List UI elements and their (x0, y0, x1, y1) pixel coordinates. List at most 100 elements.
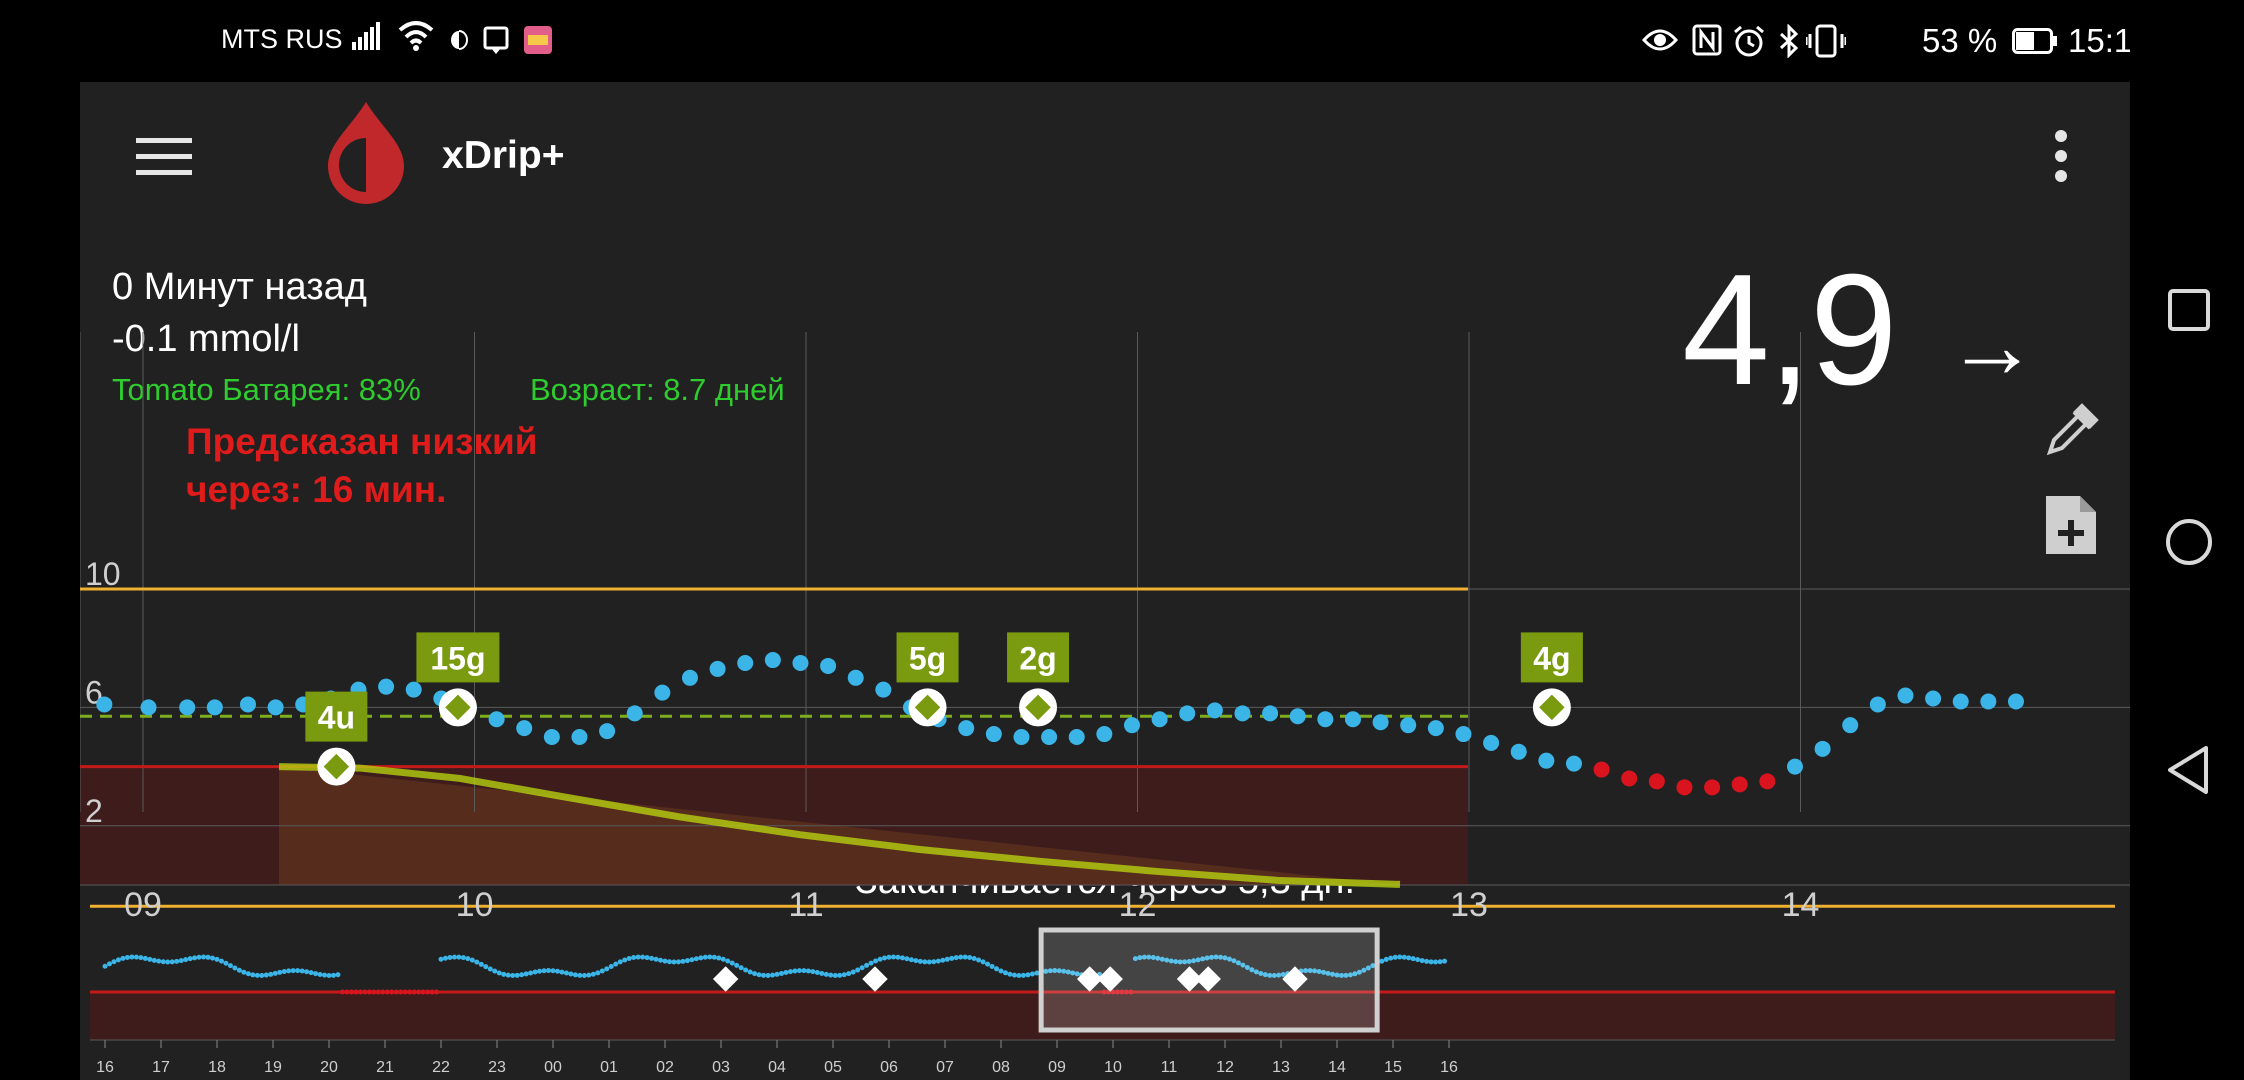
overview-bg-point (402, 989, 408, 995)
bg-reading-point (1731, 776, 1748, 793)
eyedropper-icon[interactable] (2044, 400, 2102, 458)
overview-bg-point (259, 972, 265, 978)
overview-treatment-marker (712, 966, 739, 992)
bg-reading-point (1842, 717, 1859, 734)
overview-bg-point (281, 969, 287, 975)
overview-bg-point (245, 971, 251, 977)
bg-reading-point (179, 699, 196, 716)
overview-bg-point (174, 958, 180, 964)
overview-bg-point (492, 968, 498, 974)
overview-bg-point (169, 959, 175, 965)
status-bar: MTS RUS 53 % 15:14 (80, 0, 2151, 82)
note-add-icon[interactable] (2044, 494, 2098, 556)
overview-bg-point (196, 954, 202, 960)
overview-bg-point (393, 989, 399, 995)
overview-bg-point (537, 968, 543, 974)
bg-reading-point (378, 678, 395, 695)
more-vert-icon[interactable] (2054, 128, 2068, 184)
eye-icon (1642, 29, 1678, 51)
bg-reading-point (1179, 705, 1196, 722)
overview-bg-point (1226, 956, 1232, 962)
overview-chart[interactable]: 16 17 18 19 20 21 22 23 00 01 02 03 04 05 06 07 08 09 10 11… (80, 900, 2130, 1080)
treatment-label: 15g (430, 640, 485, 676)
overview-bg-point (886, 954, 892, 960)
bg-reading-point (985, 726, 1002, 743)
hamburger-menu-icon[interactable] (136, 134, 192, 178)
overview-bg-point (904, 956, 910, 962)
bg-reading-point (1510, 743, 1527, 760)
overview-x-tick-label: 22 (432, 1059, 450, 1076)
overview-bg-point (528, 970, 534, 976)
bg-reading-point (820, 657, 837, 674)
overview-bg-point (1114, 989, 1120, 995)
overview-bg-point (778, 970, 784, 976)
overview-bg-point (917, 958, 923, 964)
overview-bg-point (1204, 955, 1210, 961)
treatment-diamond (1025, 694, 1051, 721)
overview-bg-point (761, 972, 767, 978)
overview-bg-point (1352, 971, 1358, 977)
overview-bg-point (658, 957, 664, 963)
overview-bg-point (519, 972, 525, 978)
treatment-label-box (305, 691, 368, 742)
back-icon[interactable] (2130, 718, 2244, 818)
overview-bg-point (1370, 963, 1376, 969)
overview-bg-point (1410, 956, 1416, 962)
overview-bg-point (214, 956, 220, 962)
bg-reading-point (1344, 711, 1361, 728)
overview-bg-point (1325, 970, 1331, 976)
overview-bg-point (1276, 972, 1282, 978)
x-tick-label: 09 (124, 886, 162, 924)
alarm-icon (1734, 25, 1764, 57)
overview-bg-point (142, 955, 148, 961)
overview-bg-point (138, 955, 144, 961)
bg-reading-point (1427, 720, 1444, 737)
overview-bg-point (1428, 959, 1434, 965)
overview-bg-point (899, 955, 905, 961)
overview-bg-point (855, 967, 861, 973)
overview-bg-point (698, 955, 704, 961)
overview-bg-point (111, 959, 117, 965)
overview-bg-point (1388, 955, 1394, 961)
overview-bg-point (649, 955, 655, 961)
overview-bg-point (1182, 959, 1188, 965)
overview-bg-point (675, 959, 681, 965)
overview-bg-point (236, 967, 242, 973)
viewport-selection (1038, 927, 1380, 1033)
overview-bg-point (210, 955, 216, 961)
overview-bg-point (165, 959, 171, 965)
overview-bg-point (1249, 967, 1255, 973)
bg-reading-point (1206, 702, 1223, 719)
overview-bg-point (330, 972, 336, 978)
overview-bg-point (550, 968, 556, 974)
bg-reading-point (709, 660, 726, 677)
overview-bg-point (1011, 972, 1017, 978)
overview-x-tick-label: 19 (264, 1059, 282, 1076)
home-icon[interactable] (2130, 492, 2244, 592)
minutes-ago-label: 0 Минут назад (112, 266, 367, 308)
treatment-label-box (416, 632, 500, 683)
overview-bg-point (626, 956, 632, 962)
app-window: xDrip+ 0 Минут назад -0.1 mmol/l Tomato … (80, 82, 2130, 1080)
overview-bg-point (832, 972, 838, 978)
overview-bg-point (344, 989, 350, 995)
overview-bg-point (429, 989, 435, 995)
x-tick-label: 13 (1450, 886, 1488, 924)
bg-reading-point (1538, 752, 1555, 769)
bluetooth-icon (1779, 24, 1799, 58)
overview-bg-point (1271, 972, 1277, 978)
overview-bg-point (151, 957, 157, 963)
overview-bg-point (756, 972, 762, 978)
overview-bg-point (1330, 971, 1336, 977)
recents-icon[interactable] (2130, 258, 2244, 358)
bg-reading-point (516, 720, 533, 737)
overview-bg-point (1433, 959, 1439, 965)
overview-bg-point (882, 955, 888, 961)
bg-reading-point (2007, 693, 2024, 710)
overview-bg-point (617, 959, 623, 965)
treatment-diamond (914, 694, 941, 721)
treatment-label: 5g (909, 640, 946, 676)
bg-reading-point (1234, 705, 1251, 722)
treatment-label-box (1520, 632, 1583, 683)
